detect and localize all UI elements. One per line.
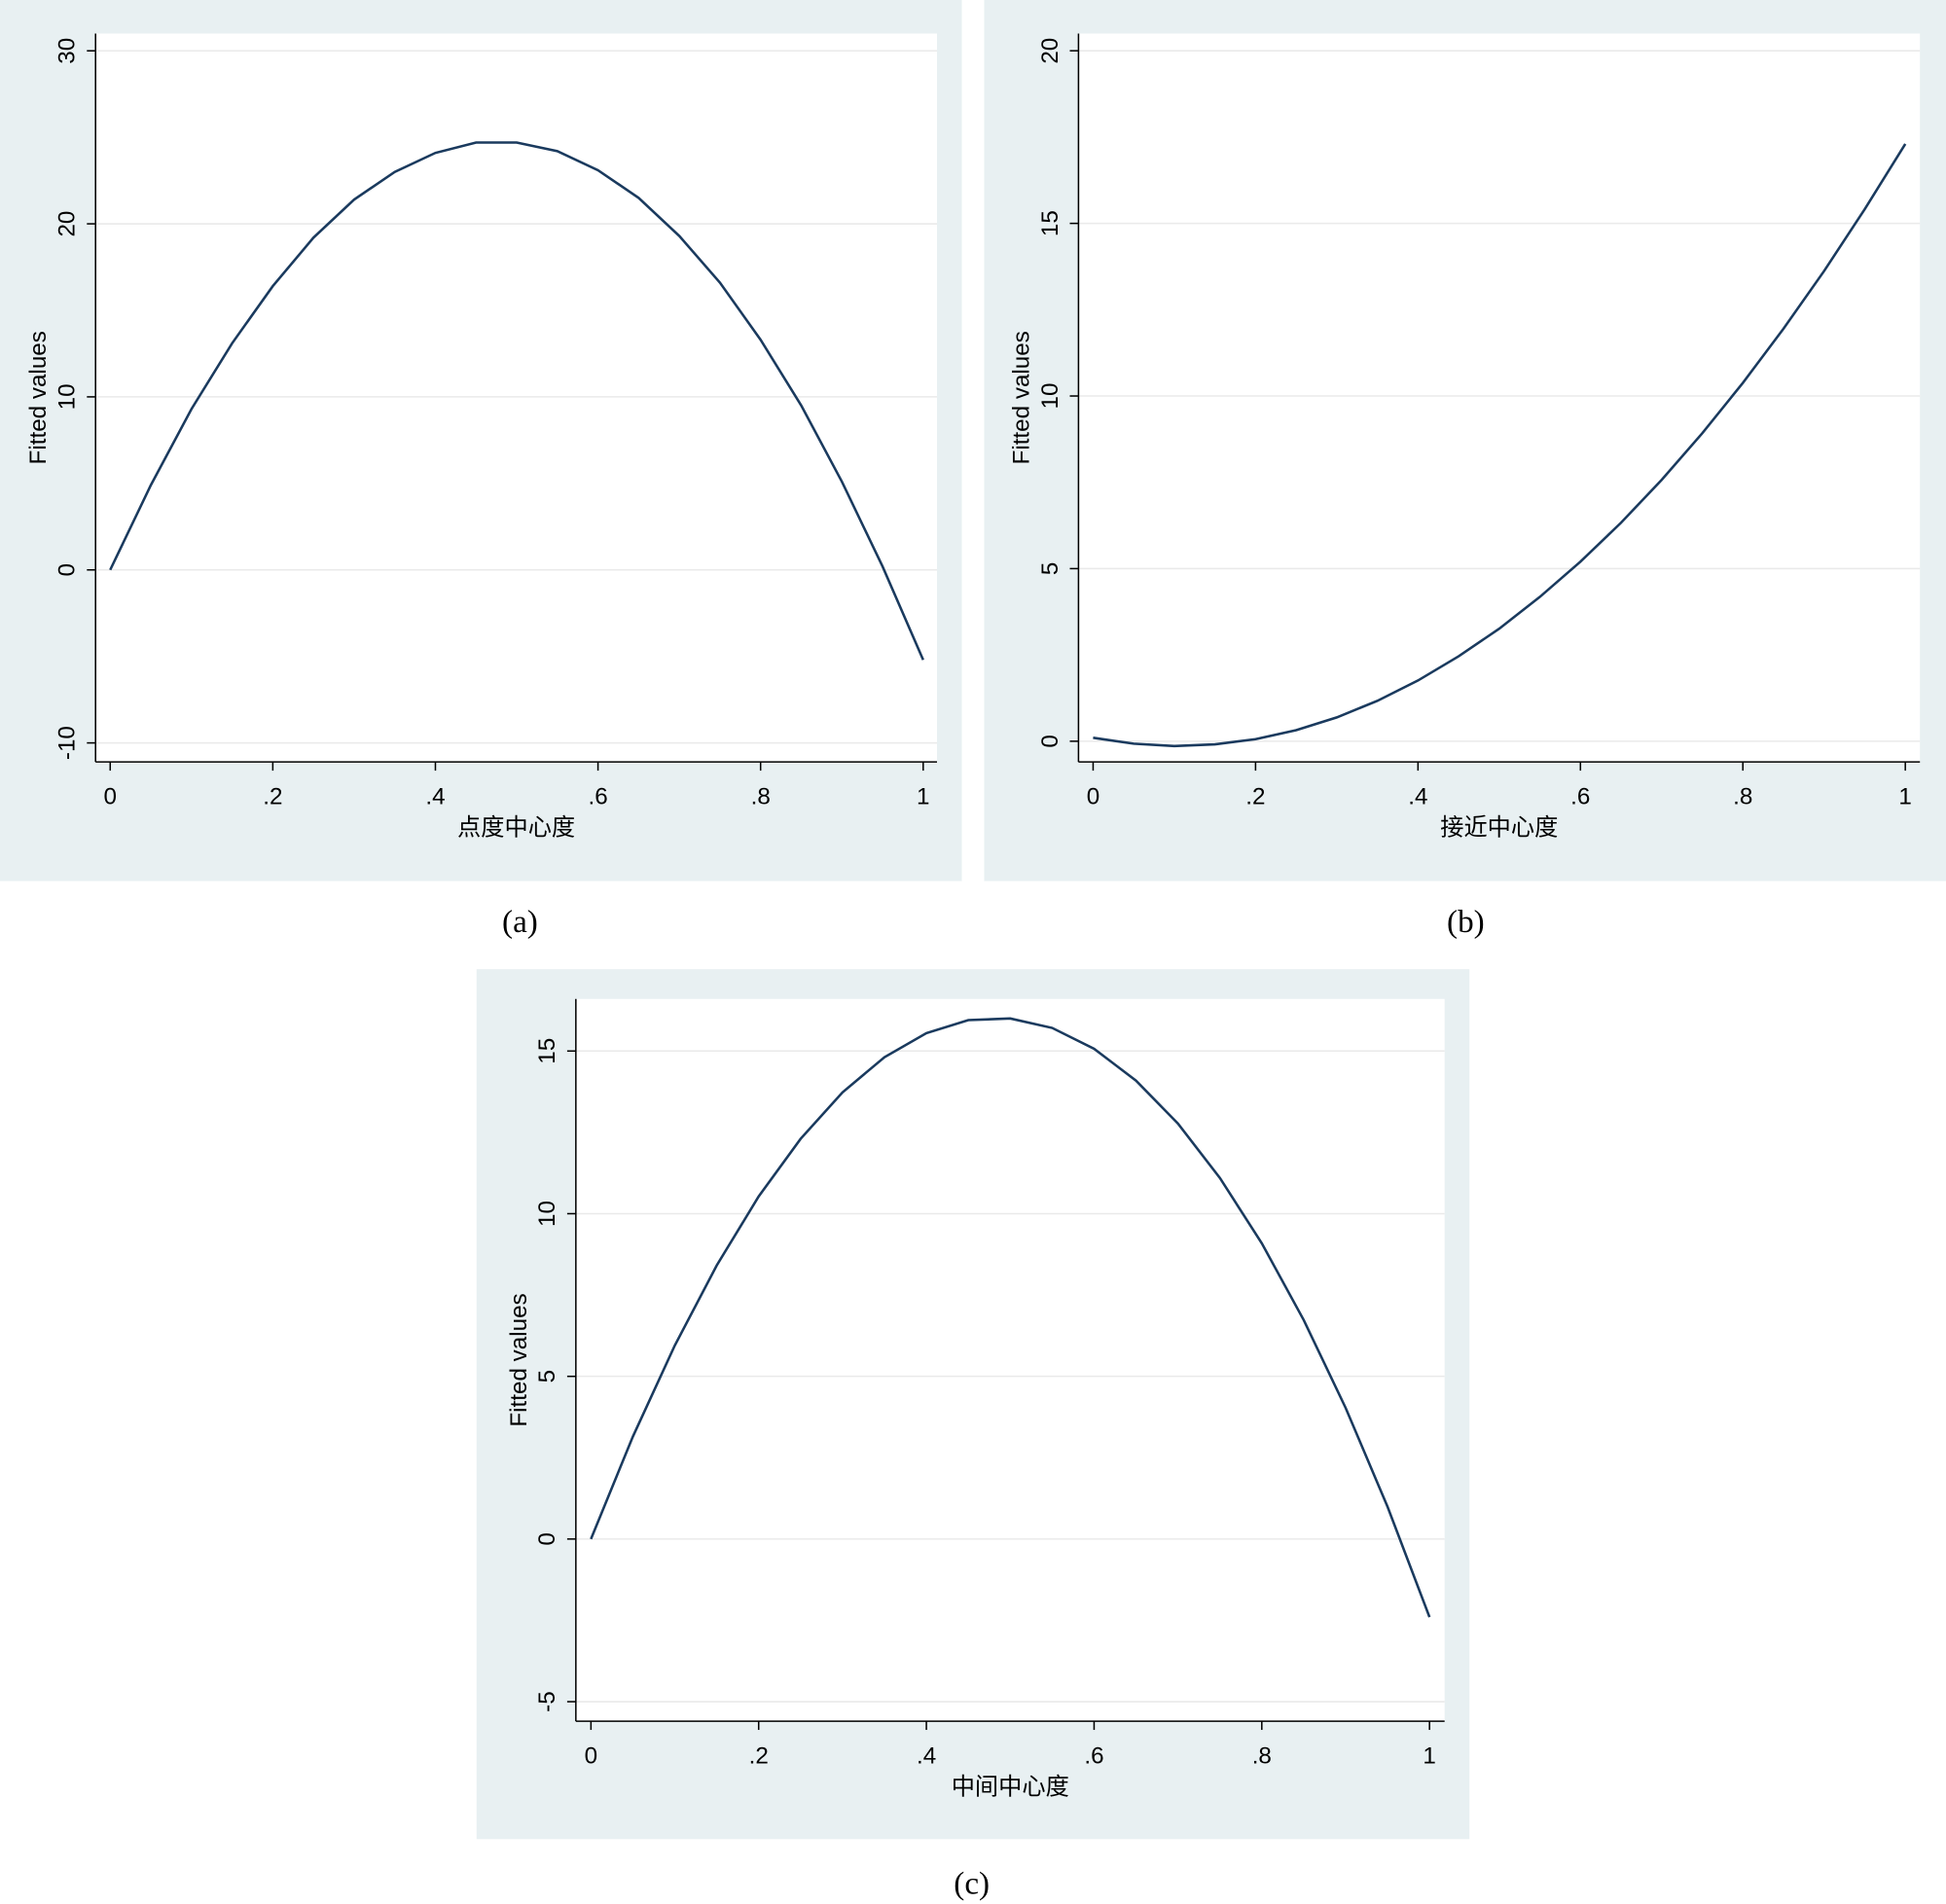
y-axis-label: Fitted values — [1008, 331, 1034, 464]
x-tick-label: 1 — [1898, 784, 1911, 810]
x-tick-label: .6 — [1570, 784, 1590, 810]
fitted-line — [590, 1017, 1431, 1618]
y-tick-label: 30 — [54, 38, 81, 64]
y-tick-label: 0 — [1037, 735, 1063, 747]
fitted-line — [109, 141, 924, 661]
x-axis-label: 接近中心度 — [1440, 814, 1558, 841]
x-tick-label: .8 — [751, 784, 771, 810]
plot-area — [575, 998, 1445, 1722]
x-tick-label: .4 — [425, 784, 445, 810]
y-tick-label: 10 — [1037, 383, 1063, 410]
x-tick-label: .8 — [1733, 784, 1752, 810]
x-tick-label: 1 — [1423, 1743, 1435, 1770]
x-tick-label: .8 — [1252, 1743, 1272, 1770]
x-tick-label: .4 — [917, 1743, 936, 1770]
x-tick-label: 0 — [585, 1743, 597, 1770]
caption: (b) — [1447, 904, 1485, 940]
y-tick-label: 20 — [54, 211, 81, 237]
y-tick-label: 5 — [534, 1370, 560, 1383]
y-tick-label: 15 — [1037, 210, 1063, 236]
x-tick-label: .2 — [263, 784, 282, 810]
y-axis-label: Fitted values — [506, 1293, 532, 1426]
y-tick-label: 15 — [534, 1038, 560, 1064]
fitted-line — [1093, 143, 1907, 748]
x-tick-label: 1 — [917, 784, 929, 810]
y-tick-label: 10 — [54, 383, 81, 410]
caption: (a) — [502, 904, 538, 940]
plot-area — [1078, 33, 1921, 763]
x-tick-label: .4 — [1408, 784, 1427, 810]
y-tick-label: 0 — [534, 1532, 560, 1545]
x-tick-label: .6 — [1084, 1743, 1103, 1770]
x-axis-label: 点度中心度 — [457, 814, 575, 841]
caption: (c) — [954, 1865, 990, 1901]
y-tick-label: 0 — [54, 563, 81, 576]
y-tick-label: -5 — [534, 1691, 560, 1712]
x-tick-label: .2 — [1245, 784, 1265, 810]
y-tick-label: -10 — [54, 726, 81, 760]
x-axis-label: 中间中心度 — [952, 1774, 1069, 1800]
y-tick-label: 20 — [1037, 38, 1063, 64]
x-tick-label: .6 — [588, 784, 607, 810]
x-tick-label: 0 — [104, 784, 117, 810]
x-tick-label: 0 — [1087, 784, 1099, 810]
y-tick-label: 10 — [534, 1201, 560, 1227]
y-axis-label: Fitted values — [25, 331, 52, 464]
y-tick-label: 5 — [1037, 562, 1063, 575]
x-tick-label: .2 — [749, 1743, 769, 1770]
